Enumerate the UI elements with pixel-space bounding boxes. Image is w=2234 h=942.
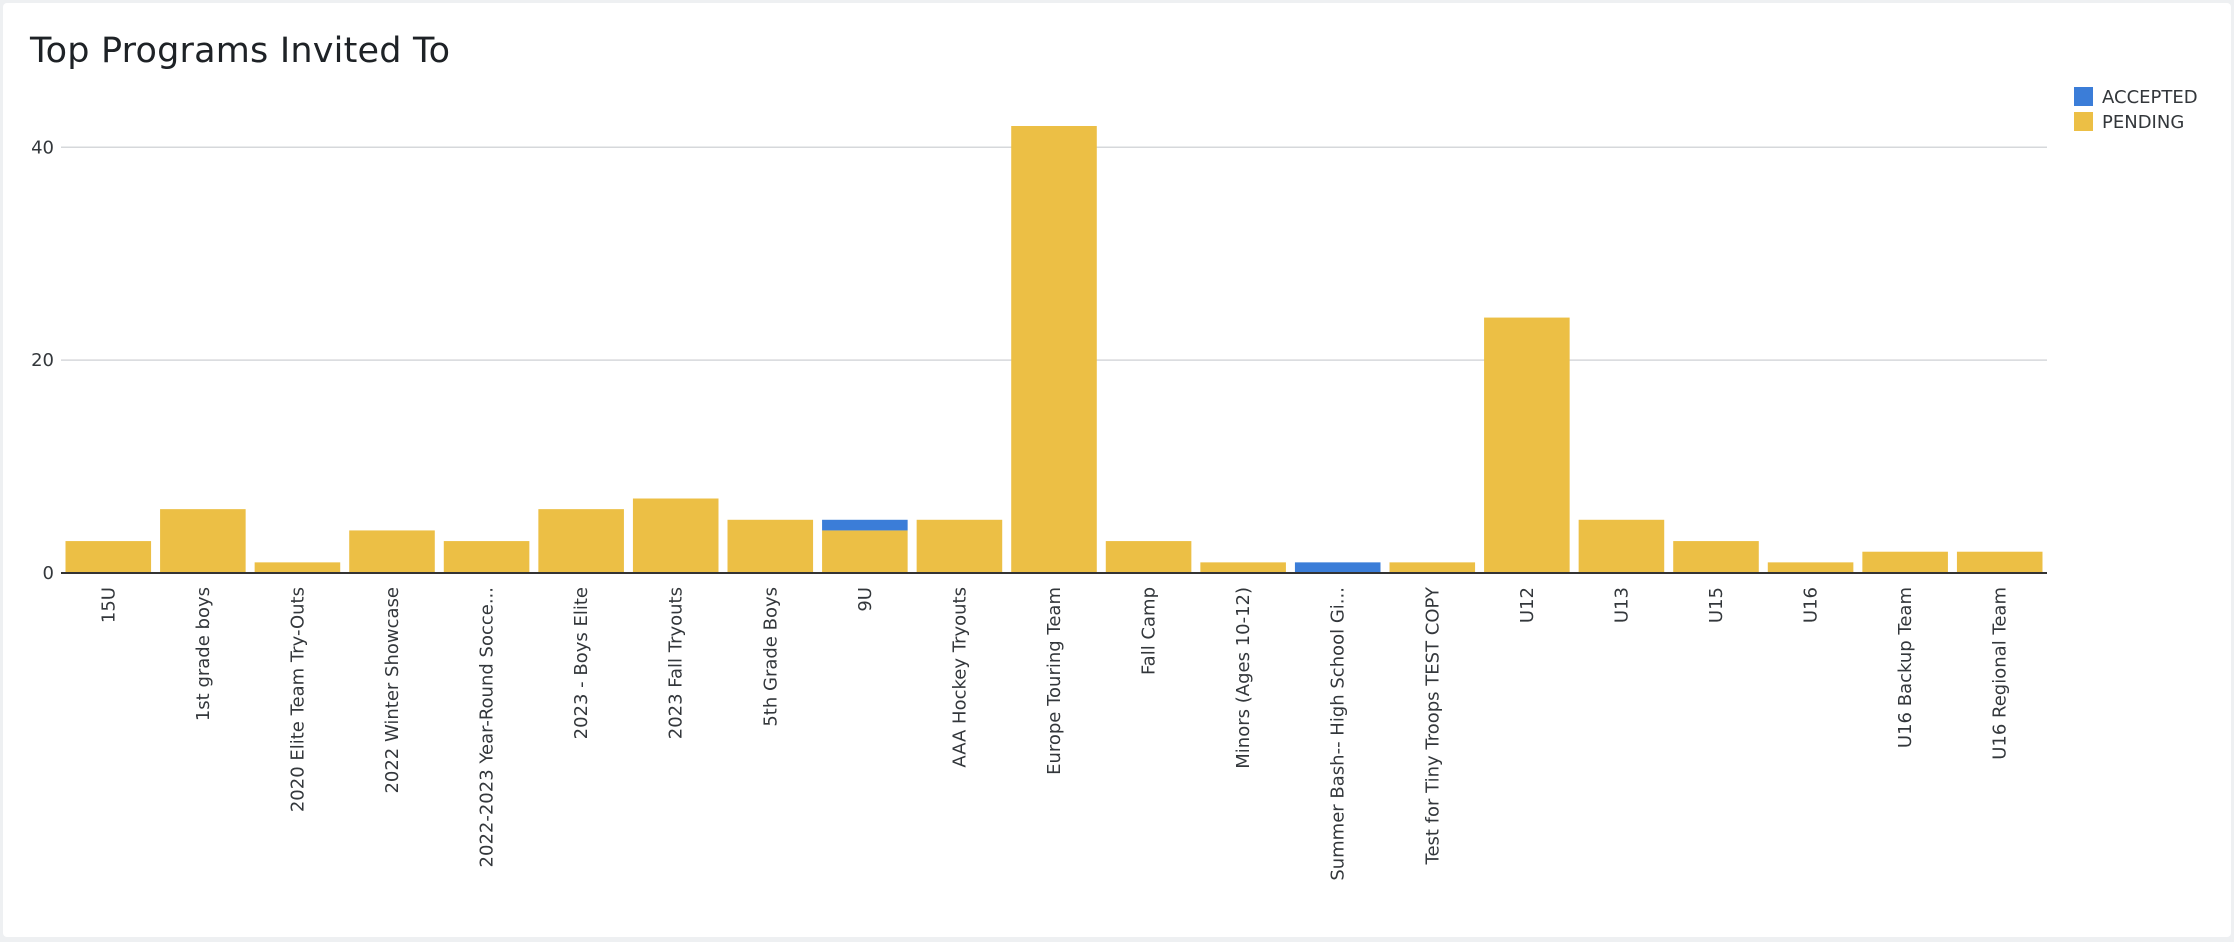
bar-pending[interactable]: [1862, 551, 1948, 573]
legend-label: PENDING: [2102, 112, 2184, 133]
x-tick-label: U16: [1801, 587, 1822, 623]
bar-pending[interactable]: [1200, 562, 1286, 573]
x-tick-label: 2022 Winter Showcase: [382, 587, 403, 794]
chart-card: Top Programs Invited To 0 20 40 15U 1st grad…: [3, 3, 2231, 937]
x-tick-label: 2023 - Boys Elite: [571, 587, 592, 739]
bar-pending[interactable]: [160, 509, 246, 573]
x-tick-label: Fall Camp: [1139, 587, 1160, 675]
legend-label: ACCEPTED: [2102, 87, 2198, 108]
bar-pending[interactable]: [538, 509, 624, 573]
legend-swatch: [2074, 87, 2093, 106]
x-tick-label: 2023 Fall Tryouts: [666, 587, 687, 739]
bar-pending[interactable]: [1578, 519, 1665, 573]
x-tick-label: U15: [1706, 587, 1727, 623]
x-tick-label: Summer Bash-- High School Gi...: [1328, 587, 1349, 881]
bar-pending[interactable]: [1767, 562, 1854, 573]
x-tick-label: U12: [1517, 587, 1538, 623]
x-tick-label: 15U: [98, 587, 119, 623]
x-tick-label: 5th Grade Boys: [760, 587, 781, 727]
bar-pending[interactable]: [349, 530, 435, 573]
bar-pending[interactable]: [727, 519, 814, 573]
bar-accepted[interactable]: [1294, 562, 1381, 573]
y-tick-label: 40: [31, 137, 54, 158]
x-tick-label: U16 Regional Team: [1990, 587, 2011, 760]
legend-swatch: [2074, 112, 2093, 131]
bar-pending[interactable]: [1673, 541, 1759, 573]
x-tick-label: Test for Tiny Troops TEST COPY: [1422, 586, 1443, 865]
x-tick-label: Minors (Ages 10-12): [1233, 587, 1254, 769]
y-tick-label: 0: [43, 563, 54, 584]
bar-pending[interactable]: [1105, 541, 1192, 573]
bar-accepted[interactable]: [822, 519, 908, 531]
x-tick-label: U16 Backup Team: [1895, 587, 1916, 748]
x-tick-label: 9U: [855, 587, 876, 612]
x-tick-label: 1st grade boys: [193, 587, 214, 721]
x-tick-label: 2022-2023 Year-Round Socce...: [477, 587, 498, 867]
x-tick-label: AAA Hockey Tryouts: [949, 587, 970, 768]
bar-pending[interactable]: [916, 519, 1003, 573]
bar-pending[interactable]: [632, 498, 719, 574]
bar-pending[interactable]: [65, 541, 152, 573]
bar-pending[interactable]: [822, 530, 908, 573]
bar-pending[interactable]: [443, 541, 530, 573]
x-tick-label: U13: [1611, 587, 1632, 623]
legend: ACCEPTED PENDING: [2074, 87, 2198, 133]
bar-pending[interactable]: [1484, 317, 1570, 573]
bar-pending[interactable]: [1389, 562, 1476, 573]
bar-pending[interactable]: [254, 562, 341, 573]
bar-pending[interactable]: [1011, 126, 1097, 573]
bar-pending[interactable]: [1956, 551, 2043, 573]
bar-chart: 0 20 40 15U 1st grade boys 2020 Elite Team Tr…: [31, 87, 2198, 881]
y-tick-label: 20: [31, 350, 54, 371]
x-tick-label: 2020 Elite Team Try-Outs: [287, 587, 308, 812]
chart-title: Top Programs Invited To: [30, 31, 451, 71]
x-tick-label: Europe Touring Team: [1044, 587, 1065, 775]
